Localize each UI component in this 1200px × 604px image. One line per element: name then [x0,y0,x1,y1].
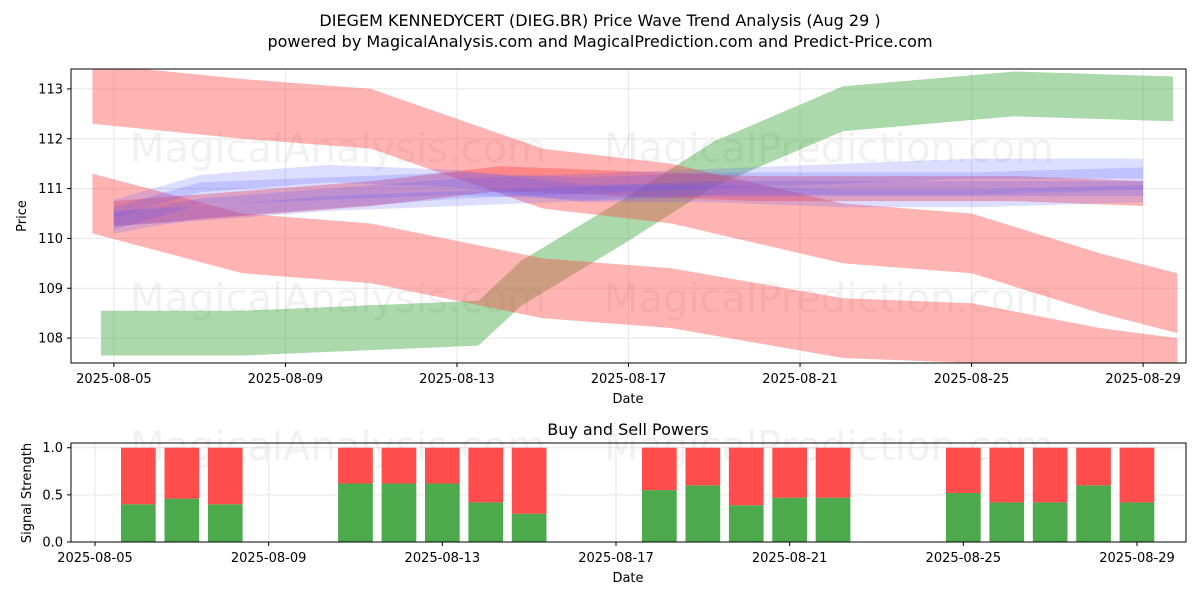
top-x-tick-label: 2025-08-29 [1105,372,1181,387]
buy-bar [121,504,156,542]
top-chart-watermarks: MagicalAnalysis.com MagicalPrediction.co… [130,126,1054,322]
buy-bar [685,485,721,542]
buy-bar [511,513,547,542]
sell-bar [989,447,1025,503]
bottom-x-tick-label: 2025-08-13 [405,551,481,566]
sell-bar [685,447,721,486]
top-y-tick-label: 109 [38,282,63,297]
bottom-y-axis: 0.0 0.5 1.0 [42,441,71,551]
bottom-x-axis-label: Date [612,571,643,586]
bottom-x-tick-label: 2025-08-29 [1099,551,1175,566]
buy-sell-chart: Buy and Sell Powers MagicalAnalysis.com … [20,420,1187,586]
bottom-y-tick-label: 1.0 [42,441,63,456]
chart-title-line2: powered by MagicalAnalysis.com and Magic… [267,32,932,51]
bottom-y-axis-label: Signal Strength [20,443,35,543]
buy-bar [338,483,373,542]
buy-bar [1119,502,1155,542]
wave-band [113,166,1144,226]
buy-bar [207,504,243,542]
buy-bar [381,483,417,542]
sell-bar [468,447,504,503]
buy-bar [1076,485,1111,542]
buy-bar [468,502,504,542]
bottom-x-tick-label: 2025-08-21 [752,551,828,566]
bottom-x-axis: 2025-08-05 2025-08-09 2025-08-13 2025-08-17… [57,542,1175,566]
sell-bar [1076,447,1111,486]
buy-bar [642,490,677,542]
watermark-prediction-2: MagicalPrediction.com [604,276,1054,322]
top-x-axis: 2025-08-05 2025-08-09 2025-08-13 2025-08-17… [76,363,1181,387]
top-x-tick-label: 2025-08-13 [419,372,495,387]
wave-band [92,69,1178,334]
bottom-chart-frame [70,442,1187,543]
buy-bar [425,483,460,542]
bottom-x-tick-label: 2025-08-25 [926,551,1002,566]
top-chart-grid [71,69,1186,363]
bottom-chart-title: Buy and Sell Powers [547,420,709,439]
wave-band [101,71,1174,356]
top-x-axis-label: Date [612,392,643,407]
sell-bar [164,447,200,499]
top-y-tick-label: 111 [38,182,63,197]
top-y-tick-label: 112 [38,132,63,147]
buy-bar [815,497,851,542]
sell-bar [728,447,764,506]
top-x-tick-label: 2025-08-05 [76,372,152,387]
watermark-analysis-2: MagicalAnalysis.com [130,276,546,322]
buy-bar [164,498,200,542]
wave-band [113,164,1144,218]
buy-bar [946,493,981,542]
sell-bar [338,447,373,484]
sell-bar [1032,447,1068,503]
top-y-tick-label: 110 [38,232,63,247]
chart-title-line1: DIEGEM KENNEDYCERT (DIEG.BR) Price Wave … [319,11,880,30]
watermark-analysis: MagicalAnalysis.com [130,126,546,172]
top-y-tick-label: 108 [38,332,63,347]
watermark-prediction: MagicalPrediction.com [604,126,1054,172]
sell-bar [642,447,677,491]
top-x-tick-label: 2025-08-17 [591,372,667,387]
top-x-tick-label: 2025-08-25 [934,372,1010,387]
sell-bar [946,447,981,493]
sell-bar [815,447,851,498]
wave-band [113,158,1144,234]
price-wave-chart: MagicalAnalysis.com MagicalPrediction.co… [15,68,1187,407]
top-y-axis-label: Price [15,200,30,232]
top-y-tick-label: 113 [38,82,63,97]
top-x-tick-label: 2025-08-09 [248,372,324,387]
bottom-y-tick-label: 0.0 [42,536,63,551]
wave-band [92,173,1178,363]
bottom-x-tick-label: 2025-08-17 [578,551,654,566]
wave-bands [92,69,1178,363]
sell-bar [207,447,243,505]
bottom-x-tick-label: 2025-08-05 [57,551,133,566]
sell-bar [381,447,417,484]
sell-bar [511,447,547,514]
buy-bar [728,505,764,542]
signal-bars [121,447,1155,542]
bottom-x-tick-label: 2025-08-09 [231,551,307,566]
bottom-y-tick-label: 0.5 [42,488,63,503]
top-y-axis: 108 109 110 111 112 113 [38,82,71,347]
sell-bar [1119,447,1155,503]
sell-bar [425,447,460,484]
buy-bar [772,497,807,542]
wave-band [113,167,1144,230]
buy-bar [989,502,1025,542]
sell-bar [121,447,156,505]
buy-bar [1032,502,1068,542]
top-x-tick-label: 2025-08-21 [762,372,838,387]
sell-bar [772,447,807,498]
wave-band [113,181,1144,226]
